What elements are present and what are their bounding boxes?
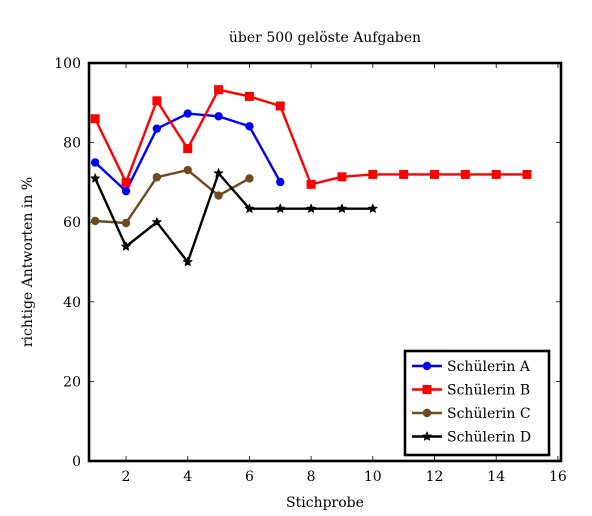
data-point bbox=[121, 218, 131, 228]
series-line-3 bbox=[95, 168, 251, 225]
x-tick-label: 14 bbox=[487, 469, 505, 485]
legend: Schülerin A Schülerin B Schülerin C Schüler… bbox=[403, 349, 551, 457]
legend-marker bbox=[422, 361, 432, 371]
data-point bbox=[152, 96, 162, 106]
data-point bbox=[90, 173, 100, 183]
data-point bbox=[244, 91, 254, 101]
y-tick-label: 60 bbox=[63, 215, 81, 231]
x-tick-label: 10 bbox=[364, 469, 382, 485]
data-point bbox=[275, 101, 285, 111]
legend-marker bbox=[422, 385, 432, 394]
data-point bbox=[90, 158, 100, 167]
data-point bbox=[306, 179, 316, 189]
series-line-4 bbox=[94, 172, 373, 264]
data-point bbox=[90, 216, 100, 226]
y-tick-label: 20 bbox=[63, 374, 81, 390]
data-point bbox=[275, 203, 286, 213]
data-point bbox=[244, 203, 255, 213]
data-point bbox=[214, 112, 223, 121]
x-tick-label: 16 bbox=[549, 469, 567, 485]
legend-label: Schülerin C bbox=[447, 406, 531, 422]
data-point bbox=[182, 257, 193, 267]
data-point bbox=[152, 124, 162, 133]
x-tick-label: 4 bbox=[183, 469, 192, 485]
y-tick-label: 100 bbox=[54, 56, 81, 72]
y-tick-label: 80 bbox=[63, 136, 81, 152]
data-point bbox=[337, 203, 347, 213]
data-point bbox=[121, 186, 131, 196]
plot-area: 2 4 6 8 10 12 14 16 0 20 40 60 80 100 bbox=[54, 56, 567, 485]
data-point bbox=[522, 169, 532, 179]
legend-marker bbox=[422, 408, 432, 418]
data-point bbox=[368, 203, 378, 213]
data-point bbox=[152, 217, 162, 227]
data-point bbox=[214, 85, 224, 95]
data-point bbox=[460, 169, 470, 179]
y-tick-label: 0 bbox=[72, 454, 81, 470]
data-point bbox=[183, 144, 193, 154]
legend-marker bbox=[422, 431, 432, 441]
data-point bbox=[245, 174, 254, 183]
data-point bbox=[214, 191, 223, 200]
x-axis-label: Stichprobe bbox=[286, 495, 364, 511]
data-point bbox=[491, 169, 501, 179]
y-axis-label: richtige Antworten in % bbox=[20, 177, 36, 347]
data-point bbox=[276, 177, 285, 187]
legend-label: Schülerin D bbox=[447, 430, 531, 446]
y-tick-label: 40 bbox=[63, 295, 81, 311]
legend-label: Schülerin A bbox=[447, 359, 531, 375]
data-point bbox=[337, 172, 347, 182]
data-point bbox=[183, 165, 192, 175]
legend-label: Schülerin B bbox=[447, 383, 530, 399]
data-point bbox=[399, 169, 409, 179]
data-point bbox=[430, 169, 440, 179]
x-tick-label: 8 bbox=[307, 469, 316, 485]
plot-frame bbox=[87, 61, 563, 463]
chart-title: über 500 gelöste Aufgaben bbox=[229, 30, 421, 46]
data-point bbox=[213, 168, 224, 178]
data-point bbox=[306, 203, 316, 213]
x-tick-label: 6 bbox=[245, 469, 254, 485]
data-point bbox=[368, 169, 378, 179]
data-point bbox=[121, 241, 131, 251]
data-point bbox=[183, 109, 192, 118]
x-tick-label: 12 bbox=[426, 469, 444, 485]
data-point bbox=[90, 114, 100, 124]
data-point bbox=[245, 122, 254, 131]
x-tick-label: 2 bbox=[122, 469, 131, 485]
data-point bbox=[121, 177, 131, 187]
data-point bbox=[152, 173, 162, 182]
